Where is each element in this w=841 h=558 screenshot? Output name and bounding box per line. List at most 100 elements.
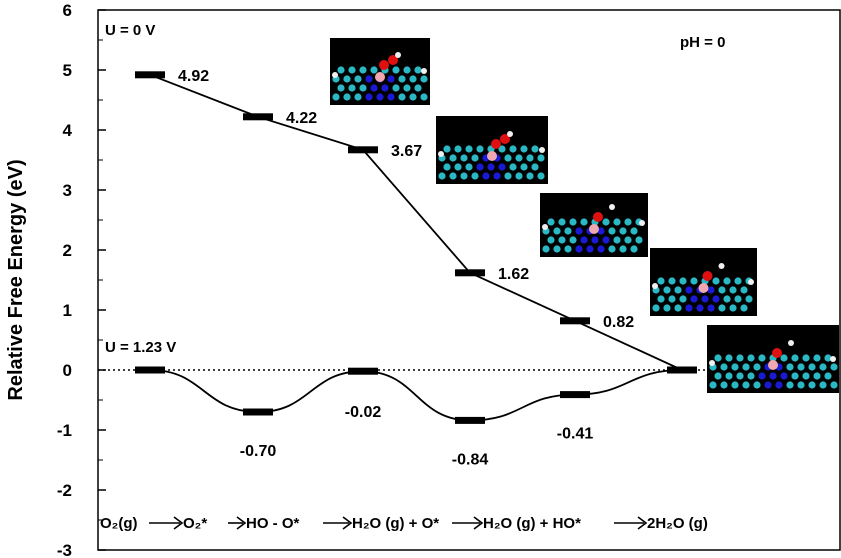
- atom: [701, 295, 709, 303]
- atom: [520, 163, 528, 171]
- atom: [597, 245, 605, 253]
- atom-hydrogen: [507, 131, 513, 137]
- atom: [332, 93, 340, 101]
- molecule-images: [330, 38, 839, 393]
- atom: [707, 304, 715, 312]
- atom: [449, 172, 457, 180]
- y-tick-label: 5: [63, 61, 72, 80]
- atom: [723, 277, 731, 285]
- energy-level-s0: [560, 317, 590, 325]
- atom: [487, 163, 495, 171]
- data-label-s1: -0.41: [557, 426, 594, 443]
- atom: [608, 227, 616, 235]
- atom: [359, 66, 367, 74]
- y-tick-label: -1: [57, 421, 72, 440]
- energy-level-s1: [243, 408, 273, 416]
- atom: [663, 304, 671, 312]
- atom: [619, 227, 627, 235]
- atom: [824, 354, 832, 362]
- y-tick-label: 3: [63, 181, 72, 200]
- molecule-image: [540, 193, 648, 257]
- atom: [454, 163, 462, 171]
- atom-hydrogen: [639, 220, 645, 226]
- y-tick-label: -2: [57, 481, 72, 500]
- atom: [720, 363, 728, 371]
- atom: [731, 363, 739, 371]
- atom: [813, 372, 821, 380]
- atom: [630, 227, 638, 235]
- atom: [753, 381, 761, 389]
- atom: [414, 66, 422, 74]
- atom: [734, 295, 742, 303]
- atom-oxygen: [593, 212, 603, 222]
- atom: [409, 75, 417, 83]
- atom: [392, 66, 400, 74]
- atom: [409, 93, 417, 101]
- atom: [537, 154, 545, 162]
- atom: [630, 245, 638, 253]
- atom: [575, 245, 583, 253]
- reaction-arrowhead: [342, 516, 353, 530]
- data-label-s0: 1.62: [498, 266, 529, 283]
- atom: [745, 295, 753, 303]
- data-label-s0: 4.22: [286, 110, 317, 127]
- atom: [780, 372, 788, 380]
- atom: [830, 381, 838, 389]
- atom: [564, 245, 572, 253]
- atom: [569, 236, 577, 244]
- atom: [569, 218, 577, 226]
- ph-annotation: pH = 0: [680, 34, 725, 51]
- atom-center: [487, 151, 497, 161]
- atom-hydrogen: [830, 356, 836, 362]
- atom: [679, 295, 687, 303]
- atom: [657, 277, 665, 285]
- atom: [531, 163, 539, 171]
- legend-u-0v: U = 0 V: [105, 22, 155, 39]
- atom-hydrogen: [709, 360, 715, 366]
- atom: [668, 295, 676, 303]
- atom: [460, 154, 468, 162]
- atom-oxygen: [702, 271, 713, 281]
- atom: [674, 286, 682, 294]
- atom: [476, 145, 484, 153]
- atom: [387, 93, 395, 101]
- series-u0-line: [149, 73, 683, 371]
- atom: [624, 218, 632, 226]
- atom: [498, 145, 506, 153]
- atom-hydrogen: [395, 52, 401, 58]
- molecule-image: [436, 116, 548, 184]
- atom: [580, 218, 588, 226]
- atom: [685, 304, 693, 312]
- data-label-s0: 0.82: [603, 314, 634, 331]
- atom: [747, 354, 755, 362]
- atom: [758, 372, 766, 380]
- atom-oxygen: [772, 348, 782, 358]
- atom: [348, 84, 356, 92]
- atom-hydrogen: [421, 68, 427, 74]
- atom: [580, 236, 588, 244]
- atom-center: [375, 72, 385, 82]
- atom: [542, 245, 550, 253]
- atom: [613, 236, 621, 244]
- atom: [791, 354, 799, 362]
- atom: [740, 304, 748, 312]
- atom-center: [589, 224, 599, 234]
- atom: [509, 163, 517, 171]
- atom: [736, 372, 744, 380]
- atom: [725, 354, 733, 362]
- atom: [740, 286, 748, 294]
- atom-hydrogen: [539, 147, 545, 153]
- atom: [786, 381, 794, 389]
- atom-center: [698, 283, 709, 293]
- atom: [354, 93, 362, 101]
- atom: [547, 218, 555, 226]
- atom: [808, 363, 816, 371]
- data-label-s1: -0.84: [452, 451, 489, 468]
- reaction-step: H₂O (g) + O*: [352, 515, 439, 532]
- atom: [819, 363, 827, 371]
- atom-hydrogen: [438, 151, 444, 157]
- atom-oxygen: [491, 139, 501, 149]
- atom: [376, 93, 384, 101]
- y-tick-label: 1: [63, 301, 72, 320]
- atom: [337, 84, 345, 92]
